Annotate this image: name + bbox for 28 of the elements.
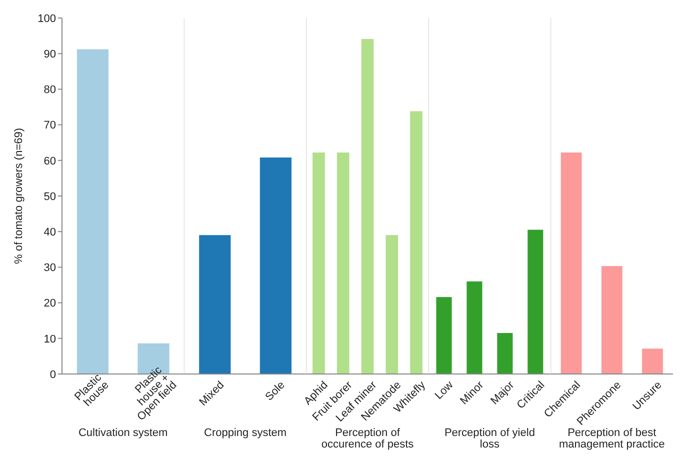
bar [436,296,452,374]
y-tick-label: 90 [44,48,56,60]
bar [410,110,424,374]
x-axis-title: Perception of best management practice [559,427,665,451]
y-axis-title: % of tomato growers (n=69) [13,128,25,264]
x-axis-title: Cropping system [204,427,287,439]
y-tick-label: 20 [44,298,56,310]
x-tick-label: Low [432,379,456,402]
bar [385,234,399,374]
x-axis-title: Cultivation system [78,427,168,439]
y-tick-label: 70 [44,120,56,132]
y-tick-label: 10 [44,333,56,346]
y-tick-label: 0 [50,368,56,381]
x-axis-title: Perception of yield loss [444,427,535,451]
bar [336,152,350,374]
y-tick-label: 60 [44,155,56,168]
y-tick-label: 50 [44,190,56,203]
x-axis-title: Perception of occurence of pests [321,427,414,451]
bar [312,152,326,374]
bar [496,332,514,374]
bar [360,38,374,374]
x-tick-label: Sole [263,379,288,404]
y-tick-label: 40 [44,226,56,238]
y-tick-label: 30 [44,262,56,274]
y-tick-label: 80 [44,84,56,96]
bar [527,229,544,374]
bar [466,280,483,374]
y-tick-label: 100 [38,12,56,25]
